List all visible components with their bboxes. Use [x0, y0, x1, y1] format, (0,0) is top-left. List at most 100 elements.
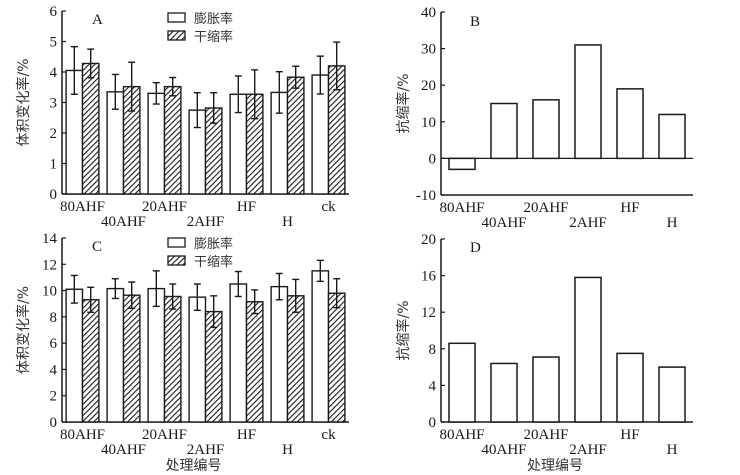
- x-category-label: 2AHF: [569, 215, 607, 231]
- bar-swelling: [147, 92, 166, 195]
- y-tick-label: -10: [416, 188, 436, 204]
- y-tick-label: 12: [421, 305, 436, 321]
- x-category-label: 20AHF: [142, 199, 187, 215]
- bar-swelling: [188, 296, 207, 423]
- y-tick-label: 30: [421, 42, 436, 58]
- bar-shrinkage: [81, 62, 100, 195]
- x-category-label: H: [282, 442, 293, 458]
- y-tick-label: 8: [50, 310, 58, 326]
- y-tick-label: 4: [50, 65, 58, 81]
- bar: [448, 342, 476, 423]
- y-tick-label: 12: [42, 257, 57, 273]
- legend-swatch: [167, 30, 186, 41]
- panel-c: 0 2 4 6 8 10 12 14 C 体积变化率/% 处理编号 80AHF40AHF20AHF2A…: [15, 231, 349, 474]
- legend-label: 膨胀率: [194, 236, 233, 252]
- x-category-label: HF: [237, 199, 256, 215]
- y-tick-label: 20: [421, 232, 436, 248]
- y-tick-label: 6: [50, 336, 58, 352]
- bar-shrinkage: [163, 295, 182, 423]
- y-axis-title: 体积变化率/%: [15, 286, 32, 374]
- y-tick-label: 40: [421, 5, 436, 21]
- bar-shrinkage: [245, 301, 264, 423]
- y-tick-label: 10: [421, 115, 436, 131]
- panel-letter: A: [92, 12, 103, 28]
- bar: [658, 366, 686, 423]
- y-tick-label: 3: [50, 96, 58, 112]
- y-axis-title: 抗缩率/%: [395, 300, 412, 360]
- y-tick-label: 0: [429, 151, 437, 167]
- bar-swelling: [106, 287, 125, 423]
- x-axis-title: 处理编号: [166, 458, 222, 474]
- panel-letter: D: [470, 240, 481, 256]
- bar: [490, 362, 518, 423]
- x-category-label: HF: [237, 427, 256, 443]
- x-category-label: H: [667, 442, 678, 458]
- y-tick-label: 0: [50, 415, 58, 431]
- bar: [616, 88, 644, 160]
- bar-swelling: [229, 283, 248, 423]
- legend-label: 干缩率: [194, 29, 233, 45]
- x-category-label: 80AHF: [439, 427, 484, 443]
- x-category-label: 20AHF: [523, 200, 568, 216]
- y-tick-label: 0: [429, 415, 437, 431]
- x-category-label: 2AHF: [569, 442, 607, 458]
- x-category-label: ck: [321, 199, 336, 215]
- y-tick-label: 4: [429, 378, 437, 394]
- bar: [490, 102, 518, 160]
- panel-letter: C: [92, 239, 102, 255]
- bar-shrinkage: [163, 85, 182, 195]
- x-category-label: 80AHF: [60, 199, 105, 215]
- x-category-label: 2AHF: [187, 214, 225, 230]
- x-category-label: HF: [620, 200, 639, 216]
- y-tick-label: 5: [50, 35, 58, 51]
- x-category-label: 40AHF: [101, 214, 146, 230]
- y-tick-label: 2: [50, 389, 58, 405]
- bar-shrinkage: [327, 292, 346, 423]
- x-category-label: 80AHF: [60, 427, 105, 443]
- bar: [574, 44, 602, 160]
- legend-swatch: [167, 12, 186, 23]
- legend-swatch: [167, 237, 186, 248]
- panel-letter: B: [470, 14, 480, 30]
- bar: [532, 99, 560, 160]
- bar-shrinkage: [204, 310, 223, 423]
- y-tick-label: 14: [42, 231, 58, 247]
- y-tick-label: 20: [421, 78, 436, 94]
- y-tick-label: 10: [42, 284, 57, 300]
- y-tick-label: 1: [50, 157, 58, 173]
- x-category-label: 40AHF: [481, 442, 526, 458]
- bar-shrinkage: [81, 299, 100, 423]
- y-axis-title: 抗缩率/%: [395, 73, 412, 133]
- y-tick-label: 6: [50, 4, 58, 20]
- y-tick-label: 4: [50, 362, 58, 378]
- bar-shrinkage: [286, 76, 305, 195]
- legend-label: 膨胀率: [194, 11, 233, 27]
- bar-swelling: [147, 287, 166, 423]
- x-category-label: ck: [321, 427, 336, 443]
- y-tick-label: 16: [421, 269, 437, 285]
- y-tick-label: 2: [50, 126, 58, 142]
- bar: [532, 356, 560, 423]
- bar-shrinkage: [286, 295, 305, 423]
- bar: [658, 113, 686, 160]
- x-category-label: 20AHF: [142, 427, 187, 443]
- y-axis-title: 体积变化率/%: [15, 58, 32, 146]
- y-tick-label: 8: [429, 342, 437, 358]
- x-axis-title: 处理编号: [527, 458, 583, 474]
- legend-label: 干缩率: [194, 254, 233, 270]
- bar-swelling: [65, 288, 84, 423]
- legend-swatch: [167, 255, 186, 266]
- bar: [616, 352, 644, 423]
- x-category-label: 40AHF: [481, 215, 526, 231]
- x-category-label: 20AHF: [523, 427, 568, 443]
- x-category-label: 40AHF: [101, 442, 146, 458]
- x-category-label: HF: [620, 427, 639, 443]
- bar-shrinkage: [122, 294, 141, 423]
- bar: [574, 276, 602, 423]
- bar-swelling: [311, 270, 330, 423]
- x-category-label: H: [282, 214, 293, 230]
